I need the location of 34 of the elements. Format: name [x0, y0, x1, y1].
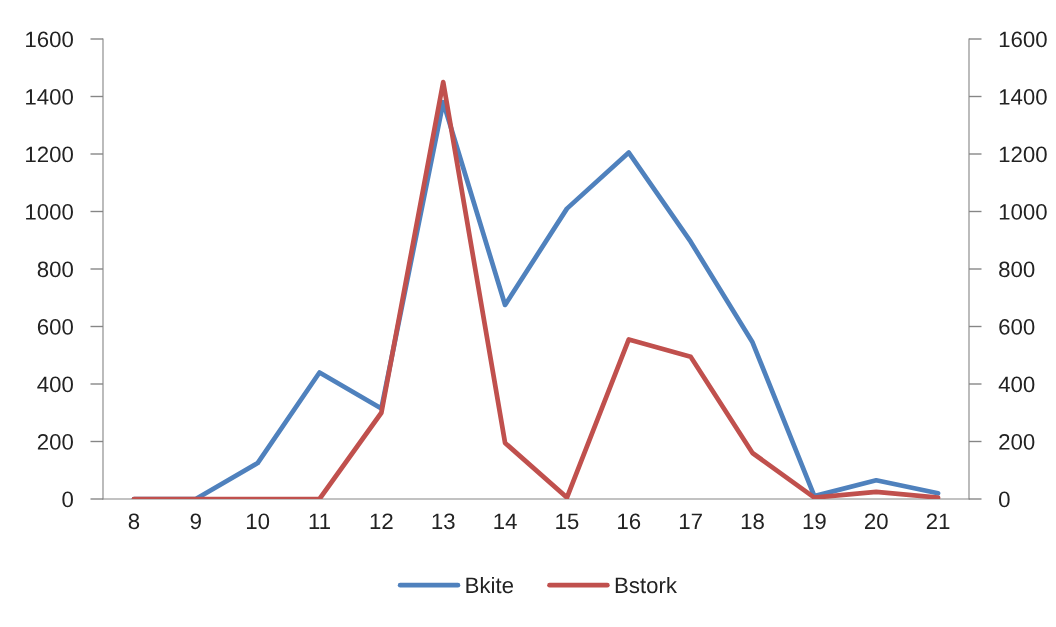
x-tick-label: 12: [370, 513, 393, 529]
y-tick-label: 1200: [26, 146, 73, 163]
y-tick-label: 1400: [26, 89, 73, 105]
x-tick-label: 17: [679, 513, 702, 529]
y2-tick-label: 1200: [999, 146, 1047, 163]
y2-tick-label: 0: [999, 491, 1010, 508]
x-tick-label: 16: [618, 513, 641, 530]
y-tick-label: 200: [37, 434, 73, 450]
y2-tick-label: 800: [999, 261, 1035, 278]
x-tick-label: 21: [926, 513, 950, 529]
x-tick-label: 14: [494, 513, 517, 529]
y-tick-label: 600: [37, 319, 73, 335]
x-tick-label: 13: [432, 513, 455, 530]
legend-label: Bstork: [615, 576, 677, 594]
y2-tick-label: 200: [999, 434, 1035, 450]
x-tick-label: 18: [741, 513, 764, 530]
y-tick-label: 1600: [26, 31, 73, 48]
y-tick-label: 1000: [26, 204, 73, 220]
y-tick-label: 0: [62, 491, 73, 508]
y2-tick-label: 400: [998, 376, 1035, 393]
y2-tick-label: 600: [999, 319, 1035, 335]
y2-tick-label: 1600: [999, 31, 1047, 48]
y-tick-label: 400: [37, 376, 73, 393]
x-tick-label: 9: [190, 513, 201, 530]
y-tick-label: 800: [37, 261, 73, 278]
x-tick-label: 20: [864, 513, 888, 530]
x-tick-label: 10: [246, 513, 270, 530]
x-tick-label: 15: [556, 513, 579, 530]
x-tick-label: 8: [128, 513, 140, 530]
legend-label: Bkite: [466, 576, 514, 594]
y2-tick-label: 1400: [999, 89, 1047, 105]
y2-tick-label: 1000: [999, 204, 1047, 220]
x-tick-label: 19: [803, 513, 826, 530]
x-tick-label: 11: [309, 513, 330, 529]
